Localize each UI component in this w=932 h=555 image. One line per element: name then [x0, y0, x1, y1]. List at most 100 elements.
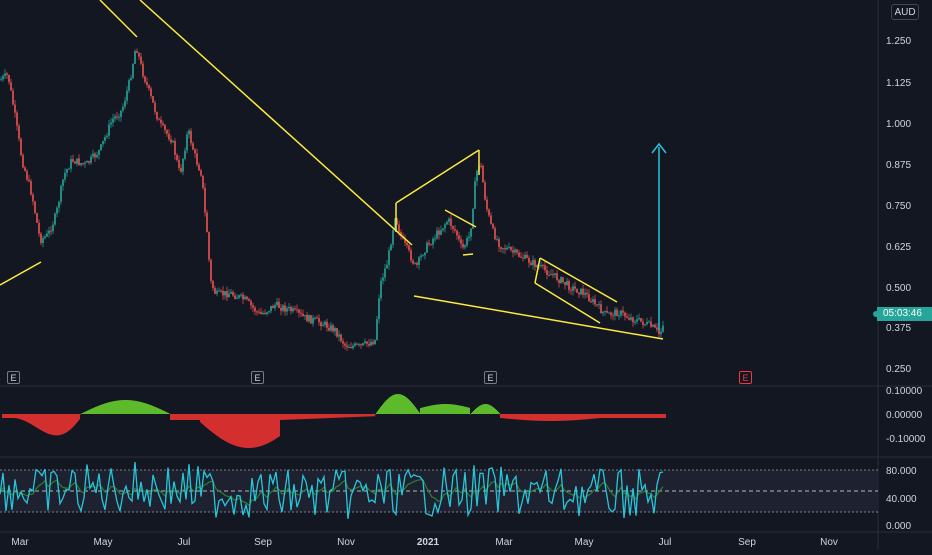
macd-bar [647, 414, 648, 418]
macd-bar [198, 414, 199, 420]
macd-bar [490, 405, 491, 414]
macd-bar [499, 413, 500, 414]
macd-bar [483, 404, 484, 414]
macd-bar [614, 414, 615, 418]
macd-bar [377, 411, 378, 414]
macd-bar [654, 414, 655, 418]
macd-bar [516, 414, 517, 419]
macd-bar [608, 414, 609, 418]
macd-bar [395, 394, 396, 414]
macd-bar [590, 414, 591, 419]
macd-bar [33, 414, 34, 426]
candle [92, 150, 94, 159]
macd-bar [397, 394, 398, 414]
macd-bar [376, 413, 377, 414]
macd-bar [3, 414, 4, 418]
macd-bar [254, 414, 255, 448]
macd-bar [542, 414, 543, 421]
macd-bar [458, 405, 459, 414]
macd-bar [414, 406, 415, 414]
trendline-lower-support [414, 296, 663, 339]
macd-bar [336, 414, 337, 418]
earnings-marker[interactable]: E [251, 371, 264, 384]
macd-bar [65, 414, 66, 433]
candle [164, 124, 166, 134]
macd-bar [417, 410, 418, 414]
candle [304, 315, 306, 320]
macd-bar [191, 414, 192, 420]
macd-bar [242, 414, 243, 448]
macd-bar [597, 414, 598, 418]
earnings-marker-upcoming[interactable]: E [739, 371, 752, 384]
macd-bar [115, 401, 116, 414]
macd-bar [15, 414, 16, 418]
macd-bar [606, 414, 607, 418]
candle [406, 242, 408, 249]
macd-bar [293, 414, 294, 419]
candle [632, 316, 634, 327]
macd-bar [481, 405, 482, 414]
macd-bar [512, 414, 513, 419]
macd-bar [181, 414, 182, 420]
macd-bar [141, 402, 142, 414]
macd-bar [144, 403, 145, 414]
macd-bar [423, 407, 424, 414]
macd-bar [601, 414, 602, 418]
candle [494, 226, 496, 240]
macd-bar [265, 414, 266, 444]
macd-bar [347, 414, 348, 417]
macd-bar [183, 414, 184, 420]
currency-badge[interactable]: AUD [891, 4, 919, 20]
macd-bar [237, 414, 238, 446]
macd-bar [460, 406, 461, 414]
macd-bar [304, 414, 305, 419]
macd-bar [564, 414, 565, 421]
macd-bar [154, 407, 155, 414]
macd-bar [567, 414, 568, 421]
macd-bar [211, 414, 212, 432]
macd-bar [538, 414, 539, 421]
candle [218, 288, 220, 292]
macd-bar [353, 414, 354, 417]
macd-bar [118, 400, 119, 414]
candle [346, 341, 348, 351]
macd-bar [168, 413, 169, 414]
macd-bar [643, 414, 644, 418]
macd-bar [160, 409, 161, 414]
candle [376, 316, 378, 341]
macd-bar [491, 406, 492, 414]
macd-bar [273, 414, 274, 440]
candle [662, 321, 664, 333]
macd-bar [493, 407, 494, 414]
earnings-marker[interactable]: E [484, 371, 497, 384]
macd-bar [396, 394, 397, 414]
candle [60, 184, 62, 205]
macd-bar [537, 414, 538, 421]
macd-bar [45, 414, 46, 433]
macd-bar [533, 414, 534, 421]
macd-bar [307, 414, 308, 419]
candle [556, 270, 558, 281]
time-tick-label: Sep [254, 537, 272, 548]
macd-bar [609, 414, 610, 418]
candle [482, 164, 484, 182]
macd-bar [659, 414, 660, 418]
macd-bar [135, 401, 136, 414]
candle [140, 53, 142, 65]
macd-bar [616, 414, 617, 418]
arrow-up-icon[interactable] [652, 144, 666, 330]
macd-bar [263, 414, 264, 445]
macd-bar [16, 414, 17, 418]
candle [484, 180, 486, 201]
candle [628, 314, 630, 320]
candle [562, 277, 564, 284]
drawing-trendlines[interactable] [0, 0, 663, 339]
earnings-marker[interactable]: E [7, 371, 20, 384]
macd-bar [335, 414, 336, 418]
macd-bar [196, 414, 197, 420]
macd-bar [522, 414, 523, 420]
macd-bar [345, 414, 346, 417]
